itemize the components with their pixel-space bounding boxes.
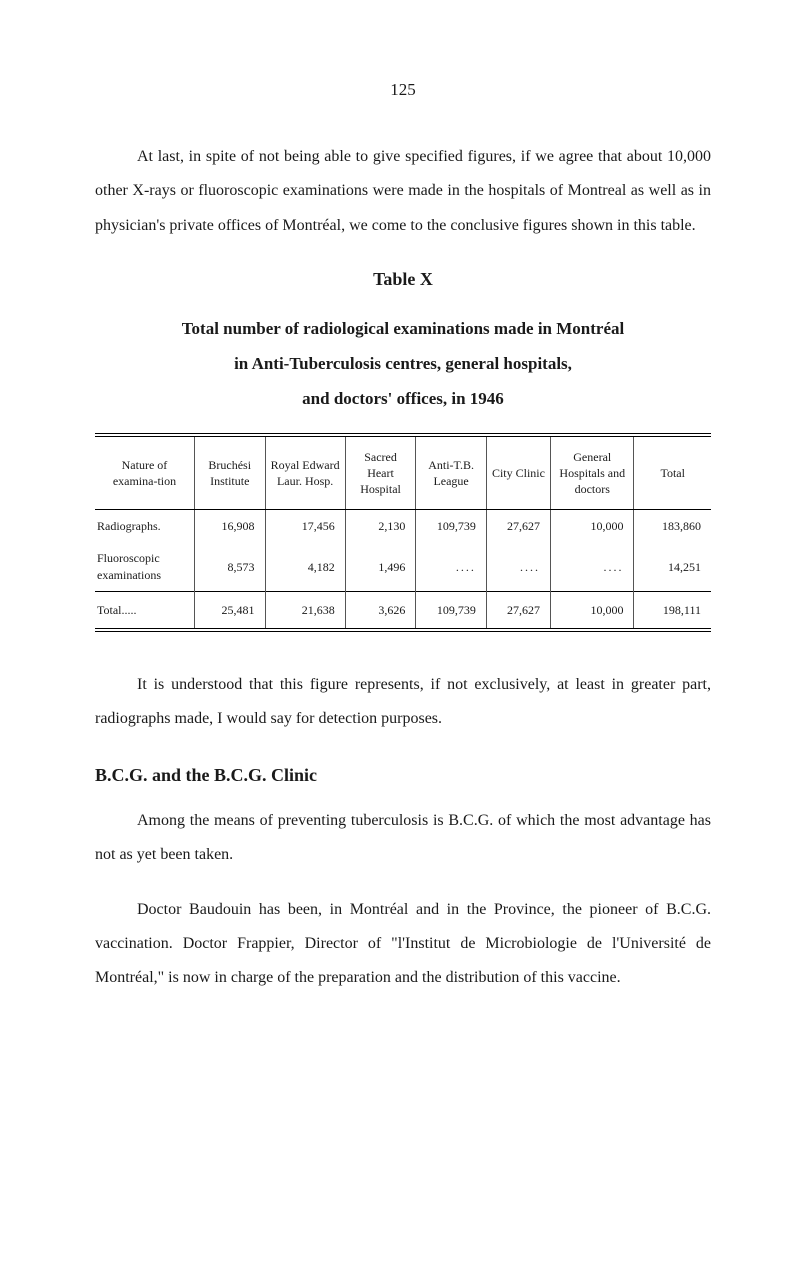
table-cell: 14,251 <box>634 542 711 591</box>
table-cell: 10,000 <box>551 591 634 628</box>
col-header: Bruchési Institute <box>194 437 265 510</box>
table-cell: 198,111 <box>634 591 711 628</box>
table-cell: 16,908 <box>194 510 265 543</box>
table-cell: 109,739 <box>416 510 487 543</box>
table-cell: .... <box>416 542 487 591</box>
table-cell: 3,626 <box>345 591 416 628</box>
table-cell: 25,481 <box>194 591 265 628</box>
col-header: City Clinic <box>486 437 550 510</box>
table-cell: 17,456 <box>265 510 345 543</box>
table-cell: 1,496 <box>345 542 416 591</box>
table-bottom-rule <box>95 631 711 632</box>
col-header: General Hospitals and doctors <box>551 437 634 510</box>
col-header: Nature of examina-tion <box>95 437 194 510</box>
table-heading-line-2: in Anti-Tuberculosis centres, general ho… <box>95 347 711 382</box>
body-paragraph-1: At last, in spite of not being able to g… <box>95 140 711 243</box>
table-heading-line-1: Total number of radiological examination… <box>95 312 711 347</box>
table-total-row: Total..... 25,481 21,638 3,626 109,739 2… <box>95 591 711 628</box>
body-paragraph-3: Among the means of preventing tuberculos… <box>95 804 711 873</box>
table-cell: 2,130 <box>345 510 416 543</box>
row-label: Total..... <box>95 591 194 628</box>
body-paragraph-4: Doctor Baudouin has been, in Montréal an… <box>95 893 711 996</box>
table-header-row: Nature of examina-tion Bruchési Institut… <box>95 437 711 510</box>
table-row: Radiographs. 16,908 17,456 2,130 109,739… <box>95 510 711 543</box>
col-header: Royal Edward Laur. Hosp. <box>265 437 345 510</box>
table-cell: 27,627 <box>486 591 550 628</box>
col-header: Total <box>634 437 711 510</box>
table-cell: .... <box>551 542 634 591</box>
table-label: Table X <box>95 269 711 290</box>
table-cell: 27,627 <box>486 510 550 543</box>
table-heading-line-3: and doctors' offices, in 1946 <box>95 382 711 417</box>
row-label: Radiographs. <box>95 510 194 543</box>
table-cell: 109,739 <box>416 591 487 628</box>
col-header: Sacred Heart Hospital <box>345 437 416 510</box>
section-heading: B.C.G. and the B.C.G. Clinic <box>95 765 711 786</box>
body-paragraph-2: It is understood that this figure repres… <box>95 668 711 737</box>
page-number: 125 <box>95 80 711 100</box>
table-cell: 10,000 <box>551 510 634 543</box>
col-header: Anti-T.B. League <box>416 437 487 510</box>
data-table: Nature of examina-tion Bruchési Institut… <box>95 437 711 629</box>
table-cell: 8,573 <box>194 542 265 591</box>
table-row: Fluoroscopic examinations 8,573 4,182 1,… <box>95 542 711 591</box>
table-cell: 183,860 <box>634 510 711 543</box>
table-cell: 21,638 <box>265 591 345 628</box>
data-table-wrap: Nature of examina-tion Bruchési Institut… <box>95 433 711 632</box>
row-label: Fluoroscopic examinations <box>95 542 194 591</box>
table-cell: .... <box>486 542 550 591</box>
table-cell: 4,182 <box>265 542 345 591</box>
